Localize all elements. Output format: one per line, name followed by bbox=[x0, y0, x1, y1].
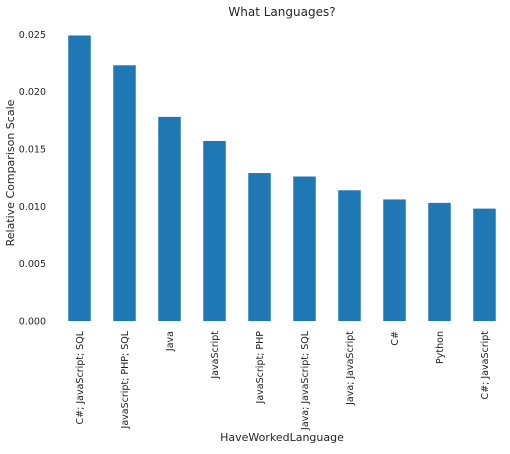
chart-title: What Languages? bbox=[228, 5, 335, 19]
y-axis-label: Relative Comparison Scale bbox=[4, 99, 17, 246]
x-tick-label: JavaScript; PHP; SQL bbox=[120, 330, 131, 429]
y-tick-label: 0.010 bbox=[19, 202, 46, 213]
x-tick-label: JavaScript; PHP bbox=[255, 331, 266, 405]
x-tick-label: C#; JavaScript; SQL bbox=[75, 330, 86, 424]
bar bbox=[158, 116, 181, 321]
y-axis-ticks: 0.000 0.005 0.010 0.015 0.020 0.025 bbox=[19, 30, 46, 328]
bar bbox=[473, 208, 496, 321]
bar bbox=[383, 199, 406, 321]
x-tick-label: Java bbox=[165, 331, 176, 352]
y-tick-label: 0.015 bbox=[19, 144, 46, 155]
bar bbox=[248, 173, 271, 321]
bars-group bbox=[68, 35, 496, 321]
y-tick-label: 0.020 bbox=[19, 87, 46, 98]
x-tick-label: C#; JavaScript bbox=[480, 331, 491, 400]
bar bbox=[338, 190, 361, 321]
x-tick-label: Python bbox=[435, 331, 446, 364]
x-tick-label: Java; JavaScript; SQL bbox=[300, 330, 311, 431]
x-axis-label: HaveWorkedLanguage bbox=[220, 431, 344, 444]
x-axis-ticks: C#; JavaScript; SQL JavaScript; PHP; SQL J… bbox=[75, 330, 491, 431]
y-tick-label: 0.005 bbox=[19, 259, 46, 270]
bar bbox=[113, 65, 136, 321]
bar bbox=[293, 176, 316, 321]
bar bbox=[68, 35, 91, 321]
x-tick-label: C# bbox=[390, 331, 401, 346]
y-tick-label: 0.000 bbox=[19, 317, 46, 328]
x-tick-label: Java; JavaScript bbox=[345, 331, 356, 406]
y-tick-label: 0.025 bbox=[19, 30, 46, 41]
x-tick-label: JavaScript bbox=[210, 331, 221, 380]
bar bbox=[203, 140, 226, 321]
bar bbox=[428, 202, 451, 321]
